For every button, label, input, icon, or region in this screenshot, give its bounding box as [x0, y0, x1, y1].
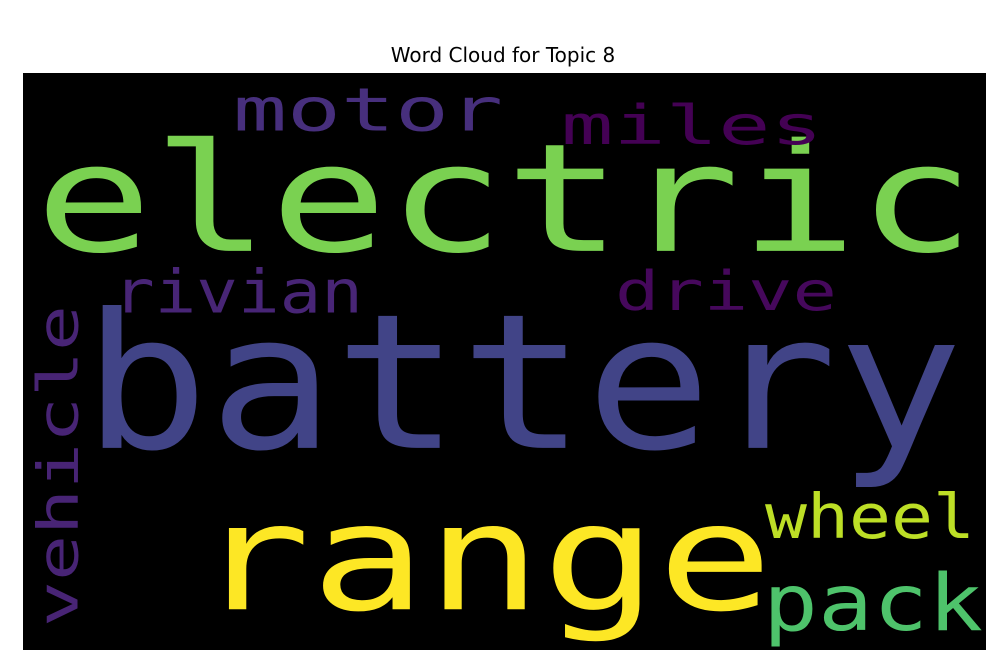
word-vehicle: vehicle — [25, 305, 91, 627]
word-wheel: wheel — [765, 481, 975, 553]
word-motor: motor — [233, 75, 503, 145]
word-electric: electric — [35, 112, 975, 287]
chart-title: Word Cloud for Topic 8 — [390, 43, 616, 67]
word-rivian: rivian — [113, 258, 363, 327]
word-pack: pack — [763, 558, 983, 649]
word-miles: miles — [561, 94, 823, 157]
word-cloud-panel: electric battery range motor miles rivian driv… — [23, 73, 986, 650]
word-range: range — [195, 472, 773, 645]
word-drive: drive — [615, 260, 837, 323]
word-battery: battery — [83, 274, 963, 493]
